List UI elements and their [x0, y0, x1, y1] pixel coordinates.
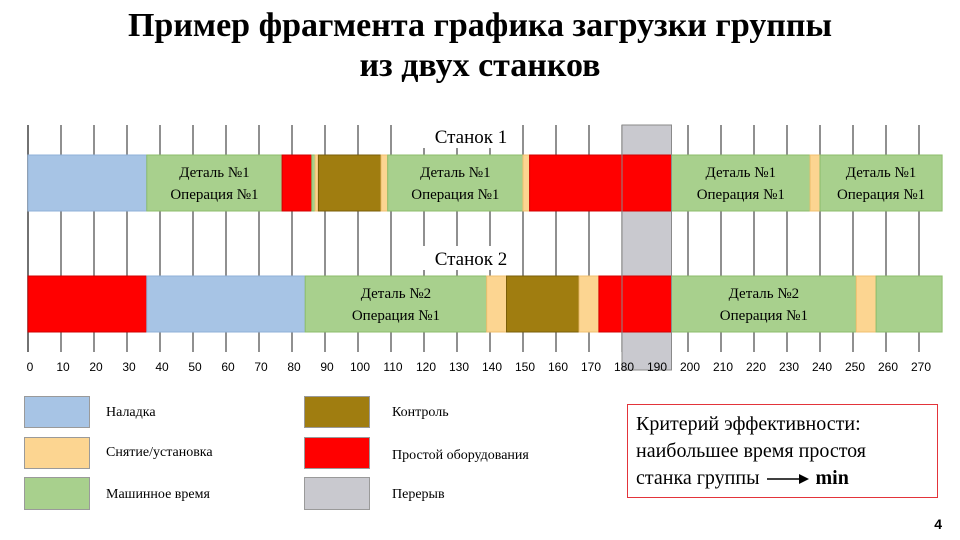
bar-segment-machine-time	[671, 154, 811, 212]
bar-segment-control	[506, 275, 580, 333]
tick-label: 40	[155, 360, 169, 374]
tick-label: 10	[56, 360, 70, 374]
segment-label-operation: Операция №1	[352, 308, 440, 324]
legend-label-machine-time: Машинное время	[106, 487, 210, 502]
segment-label-operation: Операция №1	[170, 187, 258, 203]
legend-swatch-load-unload	[24, 437, 90, 469]
criterion-line-3: станка группы min	[636, 465, 929, 492]
efficiency-criterion-box: Критерий эффективности: наибольшее время…	[627, 404, 938, 498]
segment-label-operation: Операция №1	[837, 187, 925, 203]
tick-label: 70	[254, 360, 268, 374]
legend-label-break: Перерыв	[392, 487, 445, 502]
title-line-2: из двух станков	[359, 47, 601, 84]
tick-label: 140	[482, 360, 502, 374]
bar-segment-machine-time	[819, 154, 943, 212]
slide-title: Пример фрагмента графика загрузки группы…	[0, 6, 960, 86]
bar-segment-load-unload	[578, 275, 600, 333]
tick-label: 60	[221, 360, 235, 374]
gantt-chart: Станок 1 Деталь №1 Операция №1 Деталь №1 Опе…	[27, 124, 943, 374]
bar-segment-load-unload	[522, 154, 531, 212]
tick-label: 130	[449, 360, 469, 374]
legend-swatch-setup	[24, 396, 90, 428]
tick-label: 180	[614, 360, 634, 374]
bar-segment-downtime	[27, 275, 148, 333]
segment-label-part: Деталь №1	[420, 165, 491, 181]
bar-segment-downtime	[529, 154, 672, 212]
legend-label-setup: Наладка	[106, 405, 156, 420]
segment-label-part: Деталь №1	[846, 165, 917, 181]
tick-label: 100	[350, 360, 370, 374]
break-band-outline	[621, 124, 672, 371]
legend-label-downtime: Простой оборудования	[392, 448, 529, 463]
tick-label: 200	[680, 360, 700, 374]
tick-label: 50	[188, 360, 202, 374]
legend-label-load-unload: Снятие/установка	[106, 445, 213, 460]
tick-label: 80	[287, 360, 301, 374]
tick-label: 240	[812, 360, 832, 374]
tick-label: 20	[89, 360, 103, 374]
legend-swatch-machine-time	[24, 477, 90, 510]
tick-label: 160	[548, 360, 568, 374]
tick-label: 150	[515, 360, 535, 374]
tick-label: 190	[647, 360, 667, 374]
bar-segment-load-unload	[486, 275, 508, 333]
tick-label: 170	[581, 360, 601, 374]
tick-label: 250	[845, 360, 865, 374]
legend-swatch-break	[304, 477, 370, 510]
bar-segment-downtime	[598, 275, 673, 333]
title-line-1: Пример фрагмента графика загрузки группы	[127, 7, 833, 44]
tick-label: 230	[779, 360, 799, 374]
bar-segment-load-unload	[809, 154, 821, 212]
right-arrow-icon	[766, 474, 809, 485]
tick-label: 0	[27, 360, 34, 374]
tick-label: 210	[713, 360, 733, 374]
bar-segment-machine-time	[875, 275, 943, 333]
page-number: 4	[934, 516, 942, 532]
bar-segment-machine-time	[671, 275, 857, 333]
tick-label: 90	[320, 360, 334, 374]
segment-label-operation: Операция №1	[720, 308, 808, 324]
bar-segment-downtime	[281, 154, 313, 212]
bar-segment-machine-time	[387, 154, 524, 212]
segment-label-part: Деталь №2	[729, 286, 800, 302]
bar-segment-machine-time	[304, 275, 488, 333]
segment-label-operation: Операция №1	[697, 187, 785, 203]
machine-label: Станок 2	[435, 249, 508, 270]
segment-label-part: Деталь №2	[361, 286, 432, 302]
machine-label-bg	[420, 246, 522, 270]
legend-swatch-control	[304, 396, 370, 428]
tick-label: 30	[122, 360, 136, 374]
legend-swatch-downtime	[304, 437, 370, 469]
criterion-line-1: Критерий эффективности:	[636, 413, 861, 435]
tick-label: 260	[878, 360, 898, 374]
bar-segment-load-unload	[380, 154, 389, 212]
legend-label-control: Контроль	[392, 405, 449, 420]
criterion-line-2: наибольшее время простоя	[636, 440, 866, 462]
bar-segment-control	[317, 154, 382, 212]
machine-label-bg	[420, 124, 522, 148]
tick-label: 220	[746, 360, 766, 374]
bar-segment-setup	[27, 154, 148, 212]
machine-label: Станок 1	[435, 127, 508, 148]
criterion-line-3-text: станка группы	[636, 467, 760, 489]
segment-label-operation: Операция №1	[411, 187, 499, 203]
tick-label: 270	[911, 360, 931, 374]
bar-segment-setup	[146, 275, 306, 333]
segment-label-part: Деталь №1	[179, 165, 250, 181]
tick-label: 120	[416, 360, 436, 374]
bar-segment-load-unload	[855, 275, 877, 333]
criterion-min-value: min	[815, 467, 849, 489]
tick-label: 110	[383, 360, 402, 374]
segment-label-part: Деталь №1	[706, 165, 777, 181]
